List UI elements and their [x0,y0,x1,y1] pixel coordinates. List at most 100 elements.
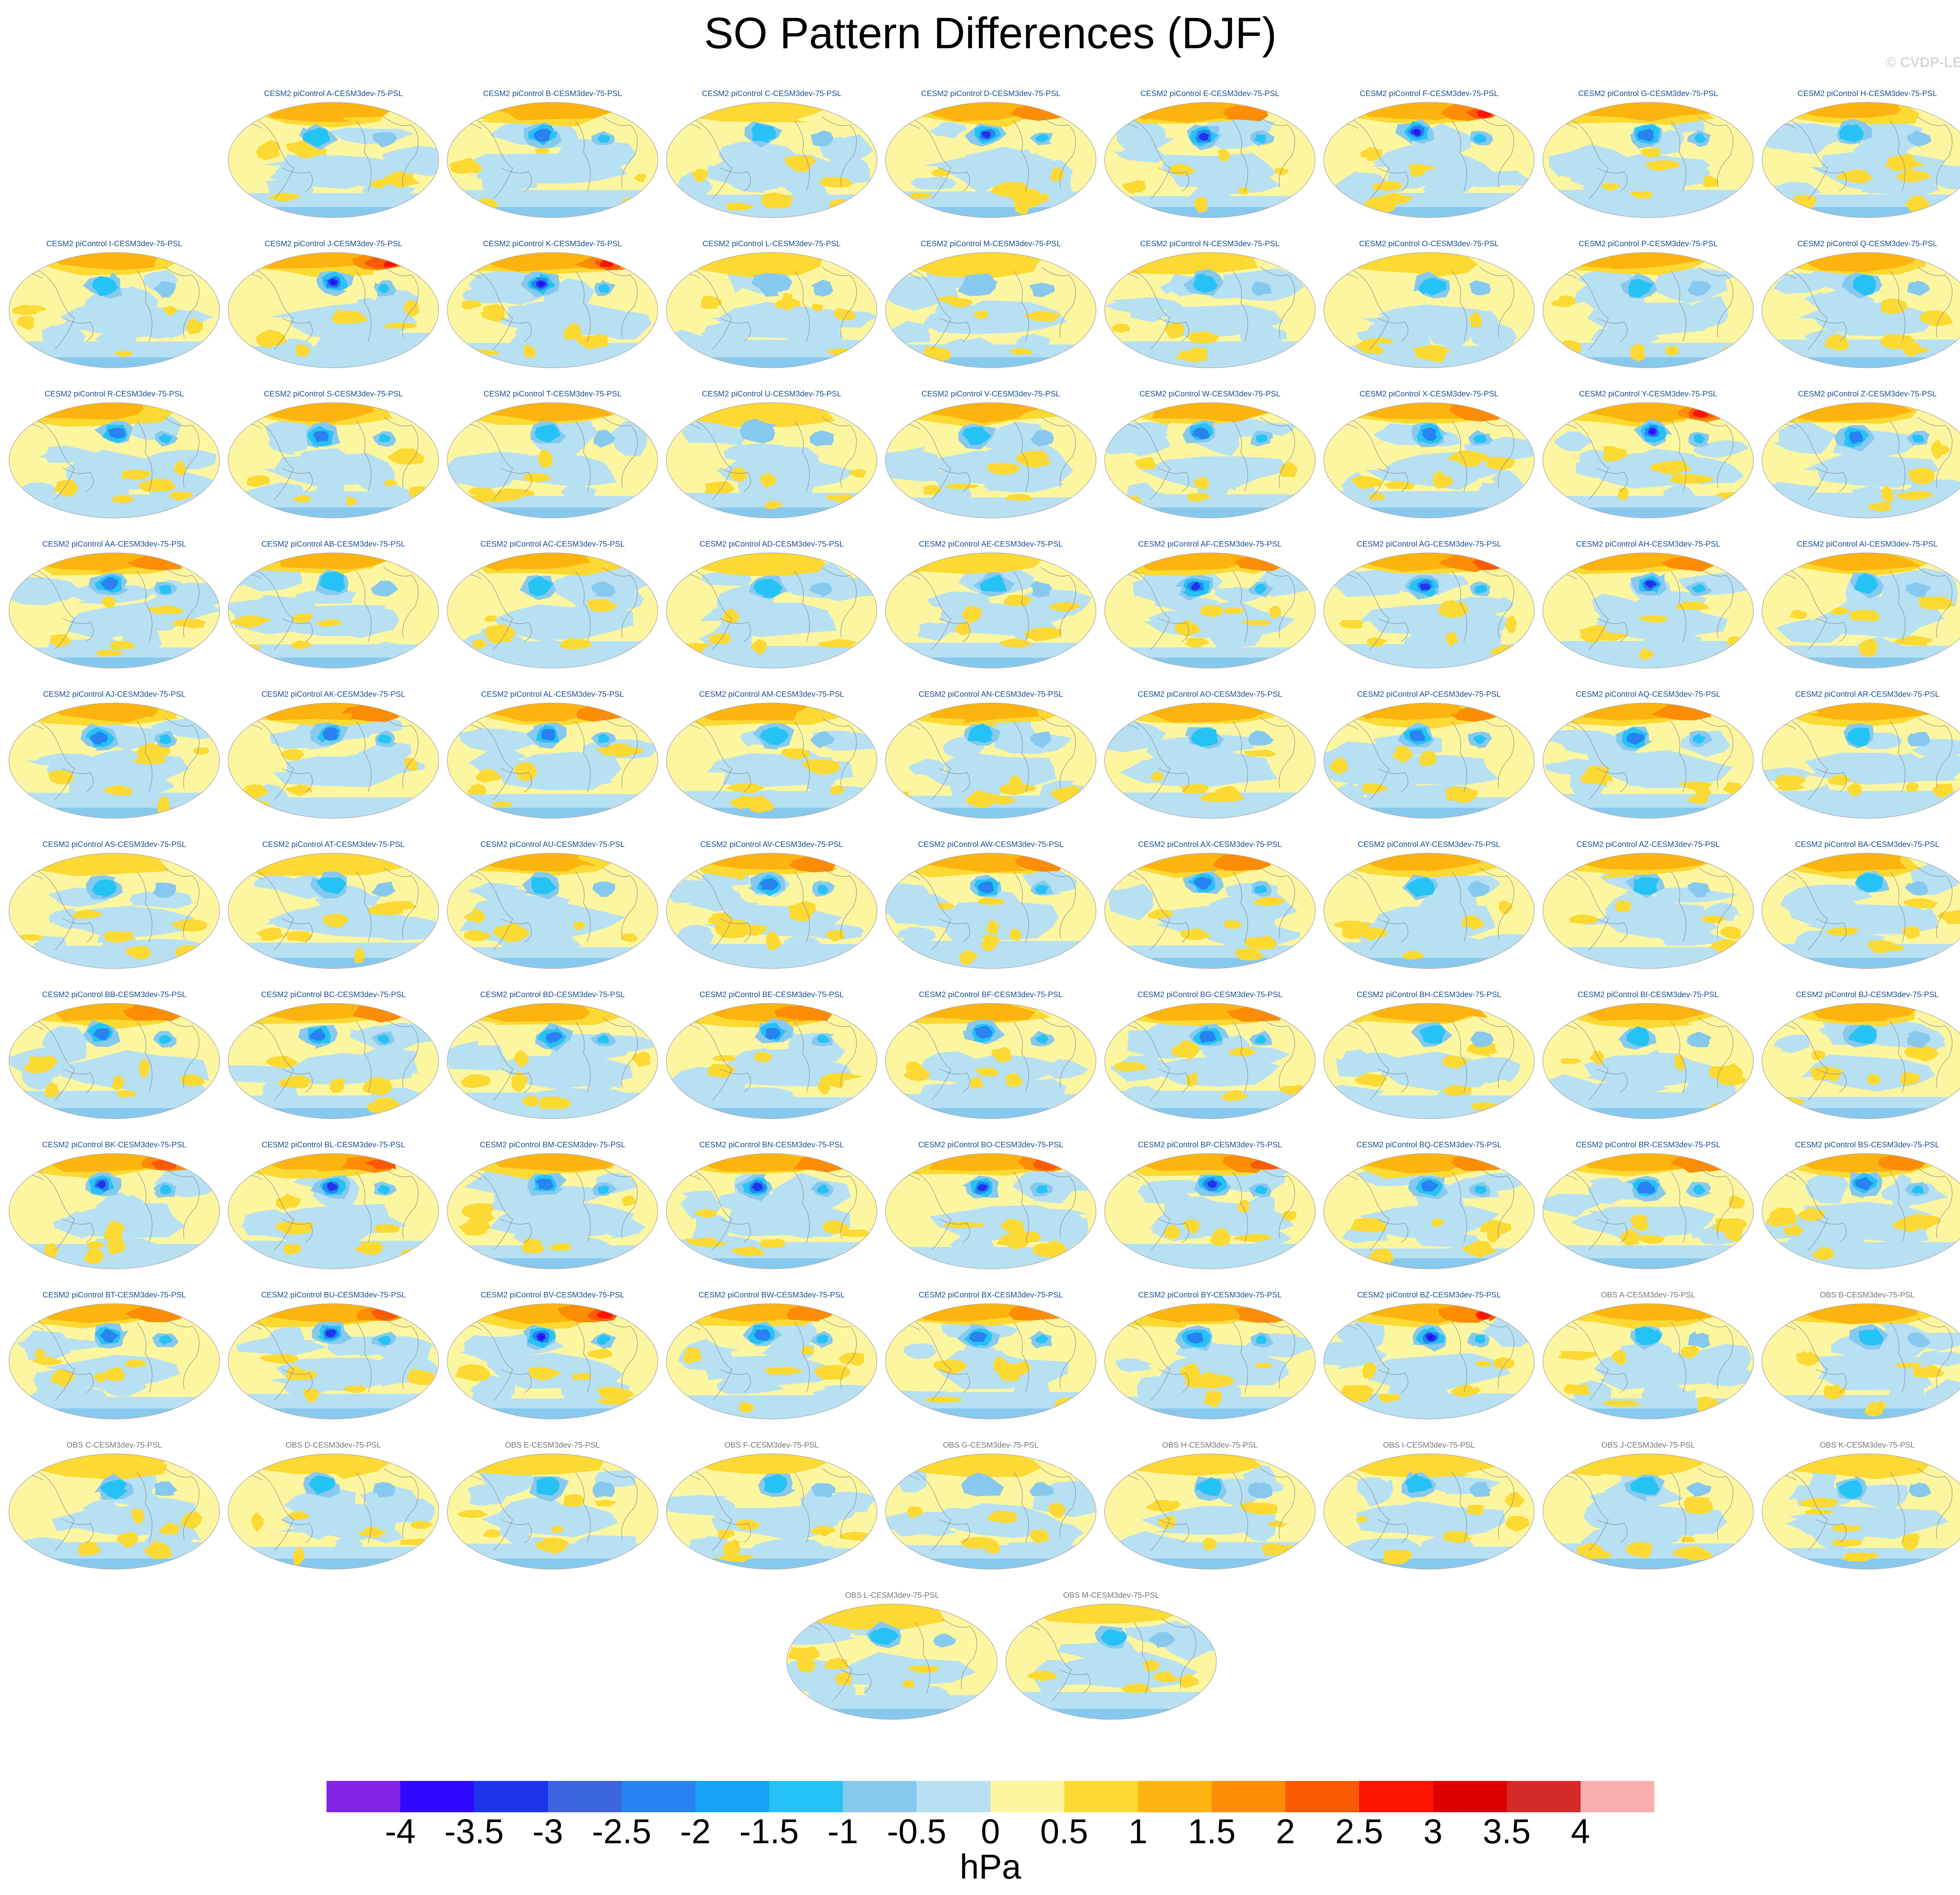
map-panel-title: CESM2 piControl T-CESM3dev-75-PSL [483,390,622,398]
colorbar-tick-label: 3 [1423,1812,1443,1851]
world-map [447,552,658,669]
world-map [1323,552,1535,669]
world-map [1543,1003,1754,1119]
map-panel-title: CESM2 piControl A-CESM3dev-75-PSL [264,89,403,98]
map-panel: OBS B-CESM3dev-75-PSL [1761,1291,1960,1432]
world-map [447,252,658,368]
colorbar-box [1285,1781,1359,1812]
copyright-watermark: © CVDP-LE [1886,54,1960,70]
map-panel-title: CESM2 piControl O-CESM3dev-75-PSL [1359,240,1499,248]
map-panel: CESM2 piControl AE-CESM3dev-75-PSL [884,540,1097,681]
map-panel: CESM2 piControl AZ-CESM3dev-75-PSL [1542,840,1755,981]
world-map [9,1003,220,1119]
map-panel: CESM2 piControl BK-CESM3dev-75-PSL [8,1141,221,1282]
world-map [1104,552,1316,669]
world-map [885,102,1096,218]
world-map [1762,1303,1960,1419]
map-panel-title: CESM2 piControl AT-CESM3dev-75-PSL [262,840,405,849]
map-panel: CESM2 piControl K-CESM3dev-75-PSL [446,240,659,381]
world-map [447,703,658,819]
map-panel: CESM2 piControl AB-CESM3dev-75-PSL [227,540,440,681]
world-map [1323,402,1535,518]
world-map [885,402,1096,518]
map-panel: CESM2 piControl AW-CESM3dev-75-PSL [884,840,1097,981]
map-panel: CESM2 piControl BI-CESM3dev-75-PSL [1542,990,1755,1132]
world-map [1543,1153,1754,1269]
map-panel: CESM2 piControl BY-CESM3dev-75-PSL [1103,1291,1316,1432]
world-map [228,102,439,218]
world-map [1104,1153,1316,1269]
world-map [228,703,439,819]
world-map [885,252,1096,368]
colorbar-tick-label: -2.5 [592,1812,652,1851]
world-map [9,552,220,669]
world-map [666,552,877,669]
map-panel-title: OBS I-CESM3dev-75-PSL [1383,1441,1475,1450]
colorbar-box [548,1781,622,1812]
map-panel-title: CESM2 piControl D-CESM3dev-75-PSL [921,89,1061,98]
map-panel-title: CESM2 piControl AQ-CESM3dev-75-PSL [1575,690,1721,699]
colorbar-tick-label: 2 [1276,1812,1295,1851]
map-panel: CESM2 piControl X-CESM3dev-75-PSL [1323,390,1535,531]
world-map [228,252,439,368]
map-panel: CESM2 piControl BU-CESM3dev-75-PSL [227,1291,440,1432]
map-panel-title: CESM2 piControl M-CESM3dev-75-PSL [920,240,1061,248]
world-map [1762,252,1960,368]
world-map [447,1453,658,1570]
colorbar-box [1359,1781,1433,1812]
map-panel-title: CESM2 piControl J-CESM3dev-75-PSL [264,240,403,248]
map-panel: CESM2 piControl AO-CESM3dev-75-PSL [1103,690,1316,831]
world-map [1762,853,1960,969]
map-panel-title: CESM2 piControl I-CESM3dev-75-PSL [46,240,182,248]
world-map [1543,1303,1754,1419]
map-panel: CESM2 piControl BA-CESM3dev-75-PSL [1761,840,1960,981]
map-panel: CESM2 piControl N-CESM3dev-75-PSL [1103,240,1316,381]
map-panel: CESM2 piControl AV-CESM3dev-75-PSL [665,840,878,981]
world-map [1543,102,1754,218]
map-panel: OBS A-CESM3dev-75-PSL [1542,1291,1755,1432]
map-panel: CESM2 piControl AH-CESM3dev-75-PSL [1542,540,1755,681]
map-panel: CESM2 piControl BZ-CESM3dev-75-PSL [1323,1291,1535,1432]
map-panel-title: CESM2 piControl BS-CESM3dev-75-PSL [1795,1141,1940,1149]
map-panel: OBS H-CESM3dev-75-PSL [1103,1441,1316,1582]
map-panel-title: CESM2 piControl BN-CESM3dev-75-PSL [699,1141,844,1149]
world-map [447,102,658,218]
map-panel: CESM2 piControl Q-CESM3dev-75-PSL [1761,240,1960,381]
world-map [1323,252,1535,368]
map-panel: CESM2 piControl AT-CESM3dev-75-PSL [227,840,440,981]
world-map [1104,853,1316,969]
world-map [1543,1453,1754,1570]
map-panel: CESM2 piControl M-CESM3dev-75-PSL [884,240,1097,381]
map-panel: CESM2 piControl BW-CESM3dev-75-PSL [665,1291,878,1432]
colorbar-tick-labels: -4 -3.5 -3 -2.5 -2 -1.5 -1 -0.5 0 0.5 1 1.5 2 2.5 3 3.5… [0,1811,1960,1851]
world-map [228,1303,439,1419]
map-panel-title: CESM2 piControl Y-CESM3dev-75-PSL [1579,390,1717,398]
map-panel: CESM2 piControl Y-CESM3dev-75-PSL [1542,390,1755,531]
map-panel: CESM2 piControl BO-CESM3dev-75-PSL [884,1141,1097,1282]
map-panel-title: OBS J-CESM3dev-75-PSL [1601,1441,1695,1450]
world-map [228,402,439,518]
world-map [447,402,658,518]
map-panel-title: CESM2 piControl AR-CESM3dev-75-PSL [1795,690,1940,699]
map-panel-title: CESM2 piControl L-CESM3dev-75-PSL [702,240,841,248]
world-map [1323,1453,1535,1570]
world-map [1543,402,1754,518]
map-panel-title: CESM2 piControl AD-CESM3dev-75-PSL [699,540,844,549]
map-panel-title: CESM2 piControl C-CESM3dev-75-PSL [702,89,842,98]
map-panel-title: CESM2 piControl R-CESM3dev-75-PSL [44,390,184,398]
map-panel: CESM2 piControl BV-CESM3dev-75-PSL [446,1291,659,1432]
map-panel-title: CESM2 piControl AI-CESM3dev-75-PSL [1797,540,1938,549]
map-panel-title: CESM2 piControl BG-CESM3dev-75-PSL [1137,990,1283,999]
colorbar-box [1212,1781,1286,1812]
map-panel: CESM2 piControl BP-CESM3dev-75-PSL [1103,1141,1316,1282]
colorbar-tick-label: -3.5 [444,1812,504,1851]
world-map [1104,402,1316,518]
world-map [9,1453,220,1570]
colorbar-box [474,1781,548,1812]
map-panel: CESM2 piControl AX-CESM3dev-75-PSL [1103,840,1316,981]
world-map [1762,1003,1960,1119]
colorbar [327,1781,1655,1812]
map-panel-title: CESM2 piControl AG-CESM3dev-75-PSL [1356,540,1502,549]
map-panel: CESM2 piControl BS-CESM3dev-75-PSL [1761,1141,1960,1282]
world-map [1762,552,1960,669]
